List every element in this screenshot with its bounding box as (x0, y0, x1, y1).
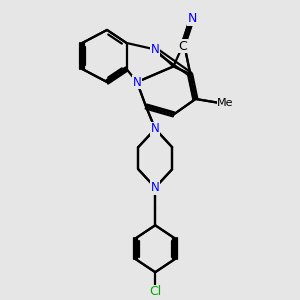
Text: N: N (188, 12, 197, 25)
Text: N: N (133, 76, 141, 88)
Text: N: N (151, 43, 160, 56)
Text: N: N (151, 122, 160, 135)
Text: Cl: Cl (149, 285, 161, 298)
Text: C: C (178, 40, 187, 52)
Text: Me: Me (217, 98, 234, 108)
Text: N: N (151, 181, 160, 194)
